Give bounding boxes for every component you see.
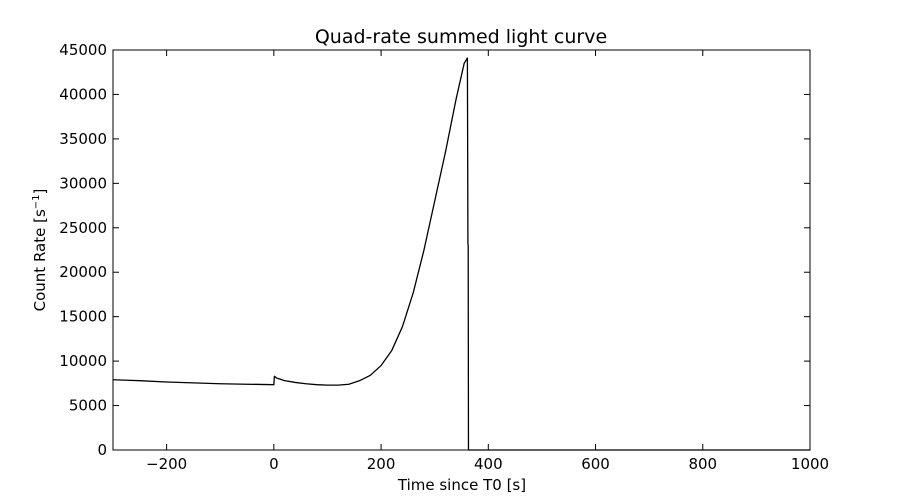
series-line-0 <box>112 57 810 451</box>
plot-area <box>112 57 810 451</box>
y-axis-label-sup: −1 <box>31 194 42 209</box>
y-axis-ticks: 0 5000 10000 15000 20000 25000 30000 35000 40000… <box>59 41 810 459</box>
x-tick-label: 0 <box>269 455 279 473</box>
x-axis-ticks: −200 0 200 400 600 800 1000 <box>146 50 829 473</box>
y-tick-label: 5000 <box>69 397 107 415</box>
y-tick-label: 45000 <box>59 41 107 59</box>
x-tick-label: −200 <box>146 455 187 473</box>
y-tick-label: 30000 <box>59 174 107 192</box>
x-tick-label: 1000 <box>791 455 829 473</box>
y-tick-label: 10000 <box>59 352 107 370</box>
y-axis-label-end: ] <box>31 189 49 195</box>
y-tick-label: 25000 <box>59 219 107 237</box>
y-axis-label-main: Count Rate [s <box>31 209 49 311</box>
y-tick-label: 35000 <box>59 130 107 148</box>
y-tick-label: 15000 <box>59 308 107 326</box>
y-axis-label: Count Rate [s−1] <box>31 189 49 312</box>
y-tick-label: 20000 <box>59 263 107 281</box>
x-axis-label: Time since T0 [s] <box>397 476 526 494</box>
x-tick-label: 400 <box>474 455 503 473</box>
chart-title: Quad-rate summed light curve <box>315 26 607 48</box>
y-tick-label: 40000 <box>59 85 107 103</box>
x-tick-label: 800 <box>688 455 717 473</box>
y-tick-label: 0 <box>97 441 107 459</box>
plot-frame <box>112 49 811 451</box>
x-tick-label: 200 <box>367 455 396 473</box>
x-tick-label: 600 <box>581 455 610 473</box>
